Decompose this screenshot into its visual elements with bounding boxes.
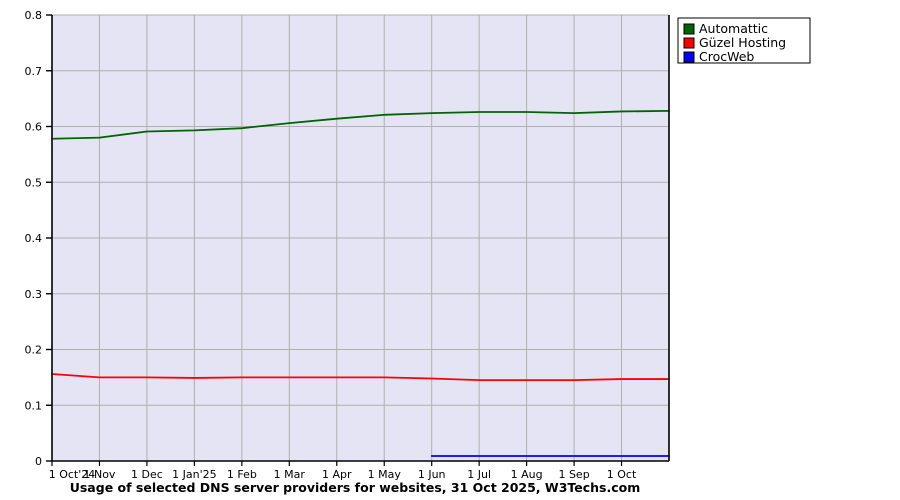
x-axis-tick-label: 1 Apr	[322, 468, 352, 481]
x-axis-tick-label: 1 Aug	[511, 468, 543, 481]
horizontal-gridlines	[52, 14, 669, 406]
chart-caption: Usage of selected DNS server providers f…	[70, 480, 641, 495]
x-axis-tick-label: 1 Nov	[83, 468, 115, 481]
x-axis-tick-label: 1 Jan'25	[172, 468, 216, 481]
x-axis-tick-label: 1 Oct'24	[49, 468, 96, 481]
x-axis: 1 Oct'241 Nov 1 Dec 1 Jan'25 1 Feb 1 Mar 1 Ap…	[49, 461, 637, 481]
y-axis-tick-label: 0	[35, 455, 42, 468]
legend-label-automattic: Automattic	[699, 21, 768, 36]
x-axis-tick-label: 1 Jun	[418, 468, 446, 481]
legend-swatch-crocweb	[683, 51, 695, 63]
y-axis-tick-label: 0.7	[25, 65, 43, 78]
legend-box	[677, 17, 811, 64]
y-axis-tick-label: 0.6	[25, 121, 43, 134]
x-axis-tick-label: 1 Dec	[131, 468, 163, 481]
x-axis-tick-label: 1 Sep	[558, 468, 589, 481]
series-line-g-zel-hosting	[51, 373, 670, 382]
vertical-gridlines	[98, 15, 623, 461]
y-axis-tick-label: 0.8	[25, 9, 43, 22]
legend-label-g-zel-hosting: Güzel Hosting	[699, 35, 786, 50]
y-axis: 0 0.1 0.2 0.3 0.4 0.5 0.6 0.7 0.8	[25, 9, 52, 468]
series-line-automattic	[51, 109, 670, 140]
data-series-layer	[51, 109, 670, 457]
y-axis-tick-label: 0.4	[25, 232, 43, 245]
y-axis-tick-label: 0.3	[25, 288, 43, 301]
x-axis-tick-label: 1 Mar	[274, 468, 306, 481]
x-axis-tick-label: 1 Feb	[227, 468, 257, 481]
y-axis-tick-label: 0.1	[25, 399, 43, 412]
x-axis-tick-label: 1 Jul	[467, 468, 491, 481]
legend-label-crocweb: CrocWeb	[699, 49, 754, 64]
x-axis-tick-label: 1 May	[368, 468, 402, 481]
legend-swatch-guzel-hosting	[683, 37, 695, 49]
y-axis-tick-label: 0.5	[25, 176, 43, 189]
legend-swatch-automattic	[683, 23, 695, 35]
x-axis-tick-label: 1 Oct	[607, 468, 637, 481]
y-axis-tick-label: 0.2	[25, 344, 43, 357]
